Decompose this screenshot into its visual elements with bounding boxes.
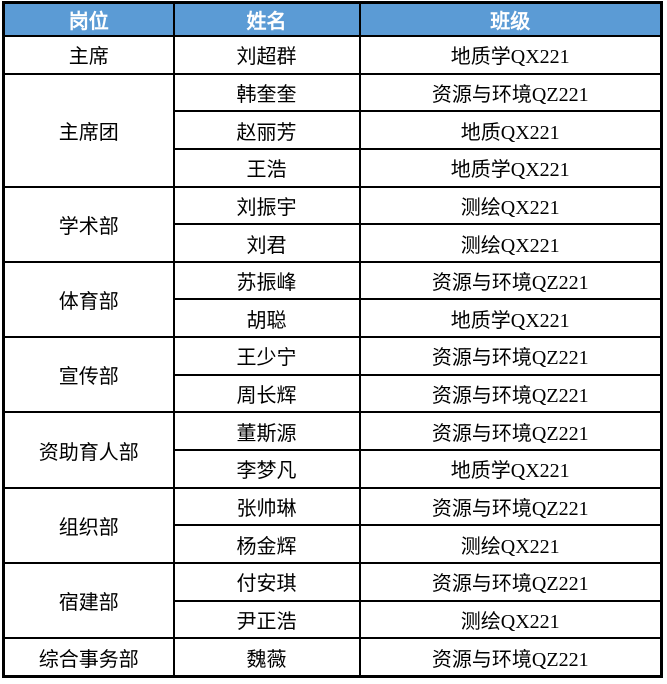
table-row: 宿建部 付安琪 资源与环境QZ221 — [2, 561, 663, 640]
name-cell: 周长辉 — [172, 373, 361, 414]
position-cell: 综合事务部 — [2, 637, 175, 678]
table-row: 主席团 韩奎奎 资源与环境QZ221 — [2, 72, 663, 188]
name-cell: 杨金辉 — [172, 524, 361, 564]
column-header-class: 班级 — [358, 1, 663, 37]
name-cell: 张帅琳 — [172, 486, 361, 527]
table-row: 资助育人部 董斯源 资源与环境QZ221 — [2, 411, 663, 489]
name-cell: 董斯源 — [172, 411, 361, 452]
table-row: 赵丽芳 地质QX221 — [4, 110, 663, 150]
name-cell: 刘君 — [172, 223, 361, 263]
table-row: 体育部 苏振峰 资源与环境QZ221 — [2, 260, 663, 339]
name-cell: 苏振峰 — [172, 260, 361, 301]
position-cell: 资助育人部 — [2, 411, 175, 489]
name-cell: 赵丽芳 — [172, 110, 361, 150]
name-cell: 尹正浩 — [172, 599, 361, 640]
table-row: 王浩 地质学QX221 — [4, 147, 663, 188]
table-row: 胡聪 地质学QX221 — [4, 298, 663, 339]
name-cell: 韩奎奎 — [172, 72, 361, 113]
name-cell: 胡聪 — [172, 298, 361, 339]
column-header-position: 岗位 — [2, 1, 175, 37]
class-cell: 资源与环境QZ221 — [358, 486, 663, 527]
table-row: 综合事务部 魏薇 资源与环境QZ221 — [2, 637, 663, 678]
name-cell: 刘振宇 — [172, 185, 361, 226]
class-cell: 地质学QX221 — [358, 147, 663, 188]
position-cell: 宿建部 — [2, 561, 175, 640]
header-row: 岗位 姓名 班级 — [2, 1, 663, 37]
table-row: 李梦凡 地质学QX221 — [4, 449, 663, 489]
column-header-name: 姓名 — [172, 1, 361, 37]
class-cell: 地质学QX221 — [358, 449, 663, 489]
position-cell: 主席团 — [2, 72, 175, 188]
table-row: 主席 刘超群 地质学QX221 — [2, 35, 663, 75]
table-row: 杨金辉 测绘QX221 — [4, 524, 663, 564]
class-cell: 测绘QX221 — [358, 524, 663, 564]
table-row: 组织部 张帅琳 资源与环境QZ221 — [2, 486, 663, 564]
position-cell: 主席 — [2, 35, 175, 75]
class-cell: 地质QX221 — [358, 110, 663, 150]
position-cell: 组织部 — [2, 486, 175, 564]
name-cell: 李梦凡 — [172, 449, 361, 489]
class-cell: 测绘QX221 — [358, 185, 663, 226]
table-row: 宣传部 王少宁 资源与环境QZ221 — [2, 336, 663, 414]
name-cell: 王少宁 — [172, 336, 361, 376]
class-cell: 测绘QX221 — [358, 599, 663, 640]
name-cell: 刘超群 — [172, 35, 361, 75]
position-cell: 宣传部 — [2, 336, 175, 414]
name-cell: 魏薇 — [172, 637, 361, 678]
class-cell: 资源与环境QZ221 — [358, 72, 663, 113]
table-row: 学术部 刘振宇 测绘QX221 — [2, 185, 663, 263]
position-cell: 学术部 — [2, 185, 175, 263]
class-cell: 地质学QX221 — [358, 35, 663, 75]
name-cell: 付安琪 — [172, 561, 361, 602]
position-cell: 体育部 — [2, 260, 175, 339]
table-row: 尹正浩 测绘QX221 — [4, 599, 663, 640]
name-cell: 王浩 — [172, 147, 361, 188]
class-cell: 资源与环境QZ221 — [358, 260, 663, 301]
class-cell: 资源与环境QZ221 — [358, 561, 663, 602]
class-cell: 测绘QX221 — [358, 223, 663, 263]
class-cell: 资源与环境QZ221 — [358, 637, 663, 678]
table-row: 周长辉 资源与环境QZ221 — [4, 373, 663, 414]
class-cell: 资源与环境QZ221 — [358, 373, 663, 414]
class-cell: 资源与环境QZ221 — [358, 411, 663, 452]
class-cell: 资源与环境QZ221 — [358, 336, 663, 376]
class-cell: 地质学QX221 — [358, 298, 663, 339]
table-row: 刘君 测绘QX221 — [4, 223, 663, 263]
